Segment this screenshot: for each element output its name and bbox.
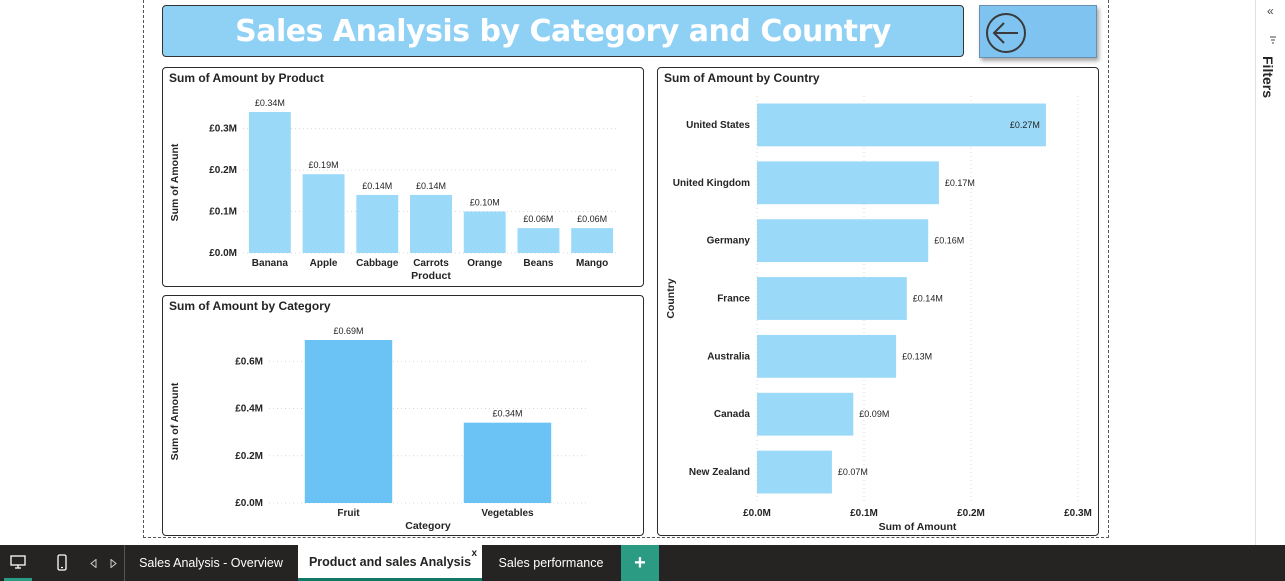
bar-country [757,103,1046,147]
y-tick-label: United States [686,120,750,131]
y-tick-label: £0.2M [209,165,237,176]
x-tick-label: Orange [467,258,502,269]
add-page-button[interactable]: + [621,545,659,581]
arrow-left-circle-icon [986,13,1026,53]
x-tick-label: Carrots [413,258,449,269]
y-tick-label: £0.3M [209,124,237,135]
y-tick-label: United Kingdom [673,178,750,189]
y-axis-title: Sum of Amount [169,143,181,221]
bar-banana [248,112,291,253]
bar-mango [571,228,614,253]
x-tick-label: Apple [310,258,338,269]
bar-country [757,277,907,320]
desktop-layout-icon[interactable] [4,545,32,581]
category-chart-card[interactable]: Sum of Amount by Category £0.0M £0.2M £0.4… [162,295,644,536]
back-button[interactable] [979,5,1097,58]
x-axis-title: Category [405,520,451,532]
y-tick-label: £0.0M [209,248,237,259]
data-label: £0.09M [859,409,889,419]
next-page-icon[interactable] [106,545,120,581]
y-tick-label: Australia [707,351,750,362]
x-tick-label: £0.0M [743,508,771,519]
x-tick-label: Mango [576,258,608,269]
y-tick-label: Germany [707,236,751,247]
y-tick-label: £0.4M [235,404,263,415]
bar-country [757,161,939,205]
x-tick-label: Fruit [337,508,360,519]
data-label: £0.27M [1010,120,1040,130]
y-tick-label: New Zealand [689,467,750,478]
country-bar-chart[interactable]: £0.0M £0.1M £0.2M £0.3M £0.27M United States £… [658,68,1100,537]
report-title-banner: Sales Analysis by Category and Country [162,5,964,57]
category-bar-chart[interactable]: £0.0M £0.2M £0.4M £0.6M £0.69M Fruit £0.34M Veg… [163,296,645,537]
bar-cabbage [356,194,399,253]
x-tick-label: Banana [252,258,289,269]
data-label: £0.17M [945,178,975,188]
country-chart-title: Sum of Amount by Country [664,71,820,85]
y-axis-title: Country [665,278,677,318]
tab-sales-performance[interactable]: Sales performance [482,545,620,581]
product-bar-chart[interactable]: £0.0M £0.1M £0.2M £0.3M £0.34M Banana £0.19M Ap… [163,68,645,288]
data-label: £0.34M [255,98,285,108]
bar-carrots [410,194,452,253]
country-chart-card[interactable]: Sum of Amount by Country £0.0M £0.1M £0.2M… [657,67,1099,536]
y-tick-label: France [717,294,750,305]
previous-page-icon[interactable] [86,545,100,581]
x-axis-title: Product [411,270,451,282]
x-tick-label: £0.1M [850,508,878,519]
tab-separator [124,545,125,581]
data-label: £0.07M [838,467,868,477]
product-chart-title: Sum of Amount by Product [169,71,324,85]
data-label: £0.06M [523,214,553,224]
data-label: £0.34M [492,409,522,419]
report-title: Sales Analysis by Category and Country [235,13,891,49]
data-label: £0.69M [333,326,363,336]
bar-beans [517,228,560,253]
data-label: £0.14M [913,294,943,304]
bar-country [757,219,929,263]
y-tick-label: £0.2M [235,451,263,462]
report-canvas [143,0,1109,538]
y-tick-label: Canada [714,409,751,420]
data-label: £0.16M [934,236,964,246]
filters-pane-label[interactable]: Filters [1260,56,1276,99]
data-label: £0.06M [577,214,607,224]
x-axis-title: Sum of Amount [879,521,957,533]
category-chart-title: Sum of Amount by Category [169,299,331,313]
product-chart-card[interactable]: Sum of Amount by Product £0.0M £0.1M £0.2M… [162,67,644,287]
bar-orange [463,211,506,253]
tab-product-and-sales-analysis[interactable]: Product and sales Analysis x [298,545,482,581]
data-label: £0.13M [902,351,932,361]
tab-label: Sales Analysis - Overview [139,556,283,570]
bar-country [757,450,832,494]
page-tab-bar: Sales Analysis - Overview Product and sa… [0,545,1285,581]
tab-label: Product and sales Analysis [308,554,472,569]
x-tick-label: £0.2M [957,508,985,519]
y-axis-title: Sum of Amount [169,382,181,460]
bar-country [757,392,854,436]
x-tick-label: Beans [523,258,553,269]
bar-fruit [304,340,393,503]
x-tick-label: Cabbage [356,258,399,269]
data-label: £0.14M [362,181,392,191]
mobile-layout-icon[interactable] [50,545,74,581]
bar-apple [302,174,345,253]
x-tick-label: Vegetables [481,508,534,519]
y-tick-label: £0.0M [235,498,263,509]
filter-icon [1269,36,1277,44]
tab-sales-analysis-overview[interactable]: Sales Analysis - Overview [125,545,297,581]
tab-label: Sales performance [498,556,604,570]
y-tick-label: £0.1M [209,207,237,218]
data-label: £0.10M [470,198,500,208]
filters-pane: « Filters [1255,0,1285,545]
close-tab-icon[interactable]: x [471,548,477,559]
data-label: £0.14M [416,181,446,191]
y-tick-label: £0.6M [235,356,263,367]
bar-country [757,334,897,378]
bar-vegetables [463,422,552,503]
x-tick-label: £0.3M [1064,508,1092,519]
collapse-filters-icon[interactable]: « [1267,4,1274,18]
data-label: £0.19M [309,160,339,170]
